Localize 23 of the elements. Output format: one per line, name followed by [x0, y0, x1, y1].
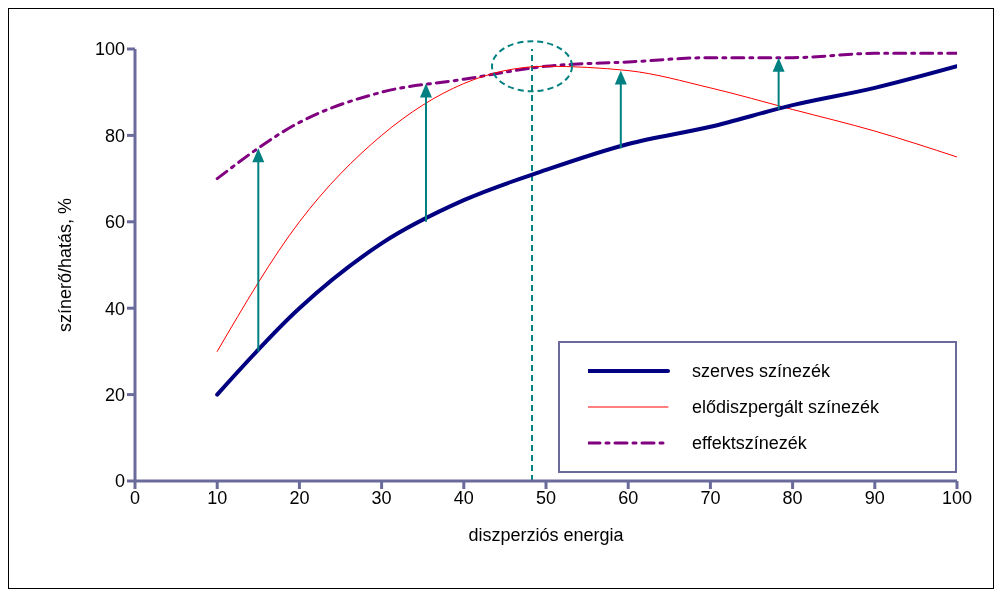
x-tick-label: 30 [371, 487, 392, 508]
x-tick-label: 20 [289, 487, 310, 508]
x-tick-label: 80 [782, 487, 803, 508]
legend-label: effektszínezék [692, 432, 807, 454]
y-tick-label: 60 [104, 212, 125, 233]
y-tick-label: 20 [104, 384, 125, 405]
y-tick-label: 0 [114, 471, 125, 492]
x-axis-title: diszperziós energia [468, 525, 625, 545]
y-tick-label: 100 [94, 39, 125, 60]
y-tick-label: 40 [104, 298, 125, 319]
x-tick-label: 60 [618, 487, 639, 508]
x-tick-label: 70 [700, 487, 721, 508]
x-tick-label: 90 [864, 487, 885, 508]
legend-label: szerves színezék [692, 360, 831, 382]
line-series [215, 51, 957, 181]
legend-label: elődiszpergált színezék [692, 396, 880, 418]
x-tick-label: 10 [207, 487, 228, 508]
x-tick-label: 40 [453, 487, 474, 508]
x-tick-label: 50 [535, 487, 557, 508]
y-axis-title: színerő/hatás, % [55, 197, 76, 333]
x-tick-label: 100 [941, 487, 973, 508]
y-tick-label: 80 [104, 125, 125, 146]
x-tick-label: 0 [129, 487, 141, 508]
